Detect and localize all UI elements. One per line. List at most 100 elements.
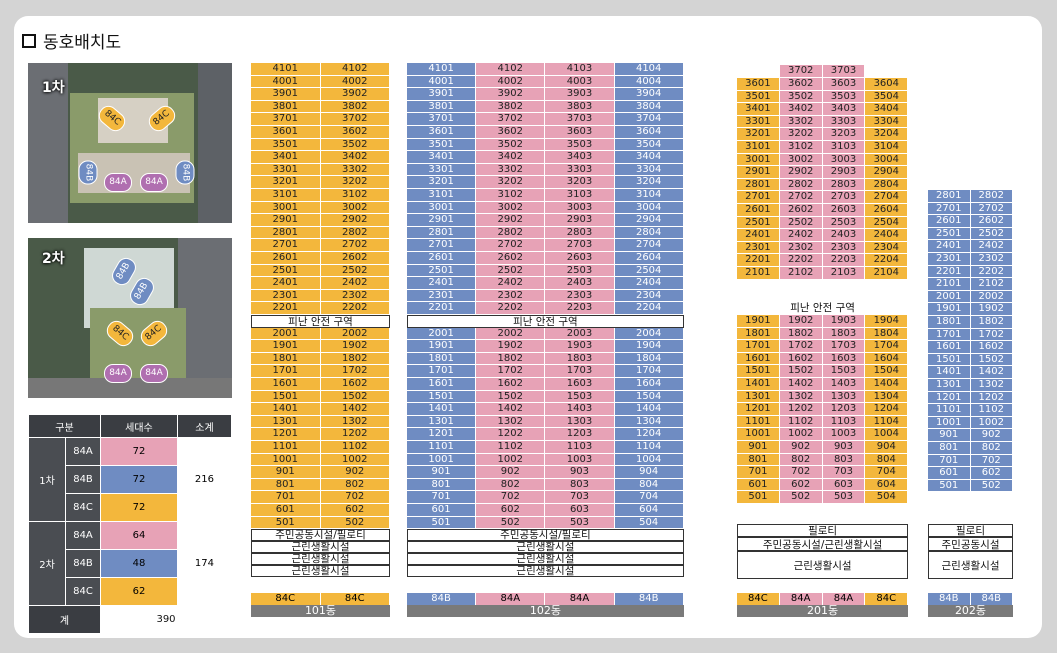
unit-cell: 2602 bbox=[779, 204, 823, 217]
site-map-1: 1차 84C 84C 84B 84A 84A 84B bbox=[28, 63, 232, 223]
unit-cell: 2403 bbox=[822, 229, 866, 242]
unit-cell: 901 bbox=[737, 441, 780, 454]
unit-cell: 2601 bbox=[737, 204, 780, 217]
unit-cell: 1901 bbox=[251, 340, 321, 353]
unit-cell: 3602 bbox=[779, 78, 823, 91]
unit-cell: 4004 bbox=[614, 75, 684, 89]
map-2-chip: 84A bbox=[104, 364, 132, 383]
unit-cell: 3901 bbox=[407, 88, 477, 101]
unit-cell: 1801 bbox=[737, 327, 780, 341]
unit-cell: 901 bbox=[928, 429, 971, 442]
unit-cell: 3303 bbox=[545, 163, 615, 177]
unit-cell: 2702 bbox=[320, 239, 390, 252]
unit-cell: 1403 bbox=[822, 378, 866, 391]
unit-cell: 904 bbox=[614, 466, 684, 479]
unit-cell: 2302 bbox=[970, 253, 1013, 266]
unit-cell: 2303 bbox=[545, 289, 615, 303]
unit-cell: 2802 bbox=[779, 178, 823, 192]
unit-cell: 701 bbox=[251, 491, 321, 504]
type-label: 84B bbox=[65, 549, 101, 578]
unit-cell: 2404 bbox=[614, 277, 684, 290]
unit-cell: 901 bbox=[251, 466, 321, 479]
unit-cell: 1703 bbox=[545, 365, 615, 378]
unit-cell: 1104 bbox=[865, 415, 909, 429]
unit-type-cell: 84C bbox=[251, 593, 321, 605]
base-band: 필로티 bbox=[928, 524, 1013, 537]
unit-cell: 3201 bbox=[737, 128, 780, 141]
unit-cell: 3302 bbox=[476, 163, 546, 177]
unit-cell: 2402 bbox=[476, 277, 546, 290]
unit-cell: 604 bbox=[865, 478, 909, 492]
unit-cell: 1204 bbox=[865, 403, 909, 416]
unit-cell: 3003 bbox=[545, 201, 615, 215]
unit-cell: 501 bbox=[407, 516, 477, 530]
unit-cell: 1501 bbox=[737, 365, 780, 378]
type-label: 84C bbox=[65, 493, 101, 522]
unit-cell: 2601 bbox=[251, 252, 321, 265]
unit-cell: 803 bbox=[545, 478, 615, 492]
unit-cell: 1701 bbox=[407, 365, 477, 378]
unit-cell: 3102 bbox=[476, 189, 546, 202]
unit-type-cell: 84A bbox=[545, 593, 615, 605]
summary-header: 구분 bbox=[28, 414, 101, 438]
unit-cell: 904 bbox=[865, 441, 909, 454]
subtotal-cell: 174 bbox=[176, 521, 233, 606]
unit-cell: 2801 bbox=[407, 226, 477, 240]
unit-cell: 3503 bbox=[545, 138, 615, 152]
unit-cell: 1804 bbox=[614, 352, 684, 366]
unit-cell: 1102 bbox=[970, 404, 1013, 417]
unit-cell: 1201 bbox=[407, 428, 477, 441]
unit-cell: 1002 bbox=[970, 416, 1013, 430]
unit-cell: 1602 bbox=[970, 341, 1013, 354]
count-cell: 62 bbox=[100, 577, 178, 606]
unit-cell: 3702 bbox=[779, 65, 823, 78]
unit-cell: 2802 bbox=[970, 190, 1013, 203]
unit-cell: 1001 bbox=[928, 416, 971, 430]
unit-cell: 602 bbox=[476, 504, 546, 517]
unit-cell: 4101 bbox=[251, 63, 321, 76]
unit-type-cell: 84B bbox=[614, 593, 684, 605]
unit-cell: 2601 bbox=[407, 252, 477, 265]
unit-cell: 3002 bbox=[320, 201, 390, 215]
unit-cell: 3302 bbox=[320, 163, 390, 177]
unit-cell: 1203 bbox=[822, 403, 866, 416]
unit-cell: 702 bbox=[476, 491, 546, 504]
unit-cell: 801 bbox=[928, 442, 971, 455]
unit-cell: 3601 bbox=[407, 126, 477, 139]
unit-cell: 2901 bbox=[737, 166, 780, 179]
unit-cell: 601 bbox=[928, 467, 971, 480]
unit-cell: 1204 bbox=[614, 428, 684, 441]
unit-cell: 3904 bbox=[614, 88, 684, 101]
unit-cell: 1702 bbox=[320, 365, 390, 378]
unit-cell: 1604 bbox=[865, 352, 909, 366]
unit-cell: 4003 bbox=[545, 75, 615, 89]
unit-cell: 3401 bbox=[251, 151, 321, 164]
unit-cell: 2701 bbox=[737, 191, 780, 204]
unit-cell: 1304 bbox=[614, 415, 684, 429]
unit-cell: 3704 bbox=[614, 113, 684, 126]
subtotal-cell: 216 bbox=[176, 437, 233, 522]
site-map-1-drawing bbox=[28, 63, 232, 223]
unit-cell: 1202 bbox=[970, 391, 1013, 405]
unit-cell: 2401 bbox=[407, 277, 477, 290]
unit-cell: 3701 bbox=[251, 113, 321, 126]
unit-cell: 2902 bbox=[476, 214, 546, 227]
count-cell: 48 bbox=[100, 549, 178, 578]
unit-cell: 2503 bbox=[545, 264, 615, 278]
unit-cell: 2502 bbox=[320, 264, 390, 278]
unit-cell: 2502 bbox=[970, 227, 1013, 241]
unit-cell: 601 bbox=[251, 504, 321, 517]
unit-cell: 1902 bbox=[970, 303, 1013, 316]
unit-cell: 3501 bbox=[251, 138, 321, 152]
unit-cell: 3001 bbox=[407, 201, 477, 215]
unit-cell: 1001 bbox=[251, 453, 321, 467]
unit-cell: 2003 bbox=[545, 327, 615, 341]
unit-cell: 2501 bbox=[407, 264, 477, 278]
unit-cell: 2103 bbox=[822, 267, 866, 280]
unit-cell: 3301 bbox=[737, 115, 780, 129]
unit-cell: 601 bbox=[407, 504, 477, 517]
unit-cell: 704 bbox=[614, 491, 684, 504]
unit-cell: 3104 bbox=[865, 141, 909, 154]
unit-cell: 504 bbox=[614, 516, 684, 530]
unit-cell: 2601 bbox=[928, 215, 971, 228]
